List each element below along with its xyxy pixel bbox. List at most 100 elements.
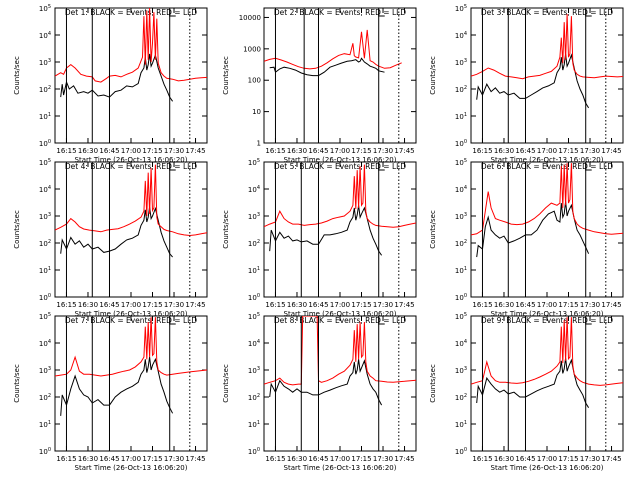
y-tick-label: 104: [248, 339, 260, 348]
y-tick-label: 103: [455, 366, 467, 375]
x-tick-label: 17:45: [185, 455, 205, 463]
series-events-line: [269, 359, 383, 406]
plot-frame: [54, 161, 208, 298]
x-tick-label: 17:00: [121, 301, 141, 309]
y-tick-label: 102: [39, 85, 51, 94]
x-tick-label: 17:15: [142, 147, 162, 155]
x-tick-label: 17:00: [330, 301, 350, 309]
y-tick-label: 100: [248, 77, 261, 85]
x-tick-label: 17:30: [164, 455, 184, 463]
panel-9: Det 9: BLACK = Events, RED = LLDCounts/s…: [429, 312, 624, 472]
x-tick-label: 16:45: [308, 301, 328, 309]
flag-marker: [378, 163, 385, 171]
y-axis-label: Counts/sec: [13, 210, 21, 249]
y-tick-label: 1000: [243, 45, 261, 53]
y-tick-label: 104: [39, 31, 51, 40]
x-tick-label: 17:15: [558, 301, 578, 309]
y-tick-label: 100: [39, 139, 51, 148]
y-tick-label: 10000: [239, 14, 261, 22]
x-tick-label: 16:45: [515, 455, 535, 463]
x-tick-label: 16:30: [287, 301, 307, 309]
plot-area: [55, 8, 207, 102]
y-tick-label: 105: [39, 4, 51, 13]
x-tick-label: 16:30: [287, 455, 307, 463]
x-tick-label: 16:30: [287, 147, 307, 155]
y-tick-label: 104: [455, 185, 467, 194]
y-axis-label: Counts/sec: [222, 56, 230, 95]
series-events-line: [476, 53, 590, 109]
x-tick-label: 17:30: [164, 301, 184, 309]
x-tick-label: 16:15: [472, 455, 492, 463]
x-axis-label: Start Time (26-Oct-13 16:06:20): [491, 310, 604, 318]
x-tick-label: 17:15: [351, 301, 371, 309]
x-tick-label: 16:15: [472, 147, 492, 155]
y-tick-label: 105: [39, 312, 51, 321]
y-axis-label: Counts/sec: [13, 56, 21, 95]
plot-area: [55, 164, 207, 258]
x-tick-label: 17:00: [330, 455, 350, 463]
x-tick-label: 17:00: [121, 147, 141, 155]
y-tick-label: 100: [248, 293, 260, 302]
flag-marker: [378, 9, 385, 17]
x-tick-label: 17:45: [185, 301, 205, 309]
y-tick-label: 101: [455, 266, 467, 275]
x-tick-label: 16:45: [515, 147, 535, 155]
x-axis-label: Start Time (26-Oct-13 16:06:20): [491, 464, 604, 472]
x-tick-label: 17:15: [558, 147, 578, 155]
flag-marker: [585, 317, 592, 325]
y-tick-label: 101: [455, 112, 467, 121]
plot-area: [471, 13, 623, 109]
x-tick-label: 17:30: [373, 455, 393, 463]
series-events-line: [269, 205, 383, 256]
series-lld-line: [264, 164, 416, 228]
plot-frame: [54, 7, 208, 144]
x-axis-label: Start Time (26-Oct-13 16:06:20): [491, 156, 604, 164]
plot-area: [471, 163, 623, 258]
x-tick-label: 17:00: [537, 301, 557, 309]
y-axis-label: Counts/sec: [13, 364, 21, 403]
x-tick-label: 16:30: [78, 147, 98, 155]
x-tick-label: 17:45: [394, 301, 414, 309]
x-tick-label: 17:45: [601, 147, 621, 155]
y-tick-label: 101: [248, 266, 260, 275]
y-axis-label: Counts/sec: [429, 210, 437, 249]
panel-1: Det 1: BLACK = Events, RED = LLDCounts/s…: [13, 4, 208, 164]
y-tick-label: 102: [455, 239, 467, 248]
x-tick-label: 16:15: [56, 147, 76, 155]
x-tick-label: 17:45: [394, 147, 414, 155]
y-tick-label: 103: [248, 366, 260, 375]
x-tick-label: 17:00: [537, 147, 557, 155]
y-tick-label: 105: [39, 158, 51, 167]
x-tick-label: 16:15: [56, 301, 76, 309]
y-tick-label: 105: [248, 158, 260, 167]
panel-7: Det 7: BLACK = Events, RED = LLDCounts/s…: [13, 312, 208, 472]
x-tick-label: 17:45: [185, 147, 205, 155]
y-tick-label: 101: [248, 420, 260, 429]
y-tick-label: 102: [455, 393, 467, 402]
y-tick-label: 100: [248, 447, 260, 456]
y-tick-label: 105: [455, 4, 467, 13]
x-tick-label: 16:45: [308, 147, 328, 155]
x-tick-label: 17:45: [601, 455, 621, 463]
x-tick-label: 17:30: [580, 301, 600, 309]
flag-marker: [378, 317, 385, 325]
y-tick-label: 103: [39, 366, 51, 375]
plot-frame: [263, 161, 417, 298]
y-tick-label: 101: [39, 266, 51, 275]
series-lld-line: [471, 13, 623, 80]
plot-frame: [470, 161, 624, 298]
x-tick-label: 17:30: [164, 147, 184, 155]
flag-marker: [585, 163, 592, 171]
x-tick-label: 16:15: [265, 147, 285, 155]
x-tick-label: 17:15: [142, 455, 162, 463]
x-tick-label: 17:30: [580, 147, 600, 155]
y-tick-label: 100: [455, 293, 467, 302]
series-lld-line: [55, 8, 207, 83]
x-tick-label: 17:00: [121, 455, 141, 463]
y-tick-label: 102: [455, 85, 467, 94]
plot-frame: [263, 7, 417, 144]
y-axis-label: Counts/sec: [429, 56, 437, 95]
y-tick-label: 1: [257, 140, 261, 148]
x-tick-label: 16:45: [308, 455, 328, 463]
